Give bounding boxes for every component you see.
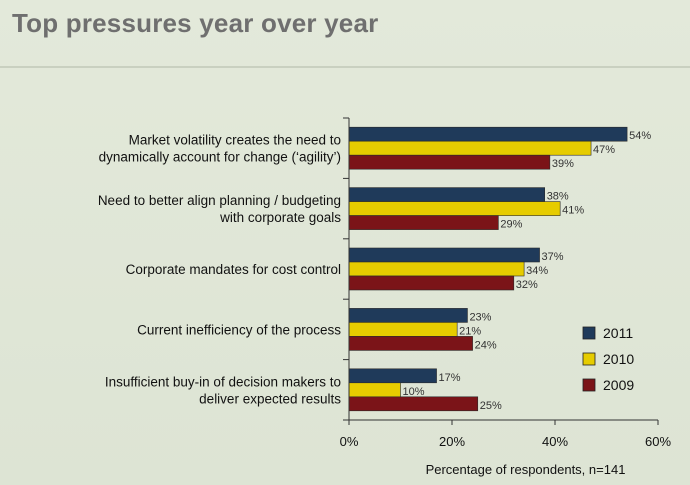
bar-2010 [348, 140, 592, 156]
slide-title: Top pressures year over year [12, 8, 379, 38]
bar-2010 [348, 322, 458, 337]
title-divider [0, 66, 690, 68]
bar-2009 [348, 154, 551, 170]
bar-2010 [348, 382, 401, 398]
data-label: 25% [480, 400, 502, 412]
category-label: Corporate mandates for cost control [126, 262, 341, 277]
bar-2011 [348, 126, 628, 142]
data-label: 24% [475, 339, 497, 351]
category-label: with corporate goals [219, 210, 341, 225]
data-label: 17% [439, 372, 461, 384]
bar-2011 [348, 187, 545, 202]
data-label: 34% [526, 265, 548, 277]
legend-label-2011: 2011 [603, 325, 633, 341]
category-label: Current inefficiency of the process [137, 322, 341, 337]
x-tick-label: 40% [542, 434, 568, 449]
data-label: 10% [403, 386, 425, 398]
bar-2009 [348, 336, 473, 351]
category-label: Market volatility creates the need to [129, 133, 341, 148]
legend-label-2009: 2009 [603, 377, 634, 393]
bar-2011 [348, 308, 468, 323]
data-label: 32% [516, 279, 538, 291]
legend-swatch-2010 [582, 352, 596, 366]
x-axis-title: Percentage of respondents, n=141 [426, 462, 626, 477]
x-tick-label: 20% [439, 434, 465, 449]
category-label: Need to better align planning / budgetin… [98, 193, 341, 208]
data-label: 29% [500, 219, 522, 231]
data-label: 23% [469, 311, 491, 323]
bar-2011 [348, 247, 540, 263]
data-label: 41% [562, 205, 584, 217]
data-label: 37% [542, 251, 564, 263]
data-label: 47% [593, 144, 615, 156]
legend-swatch-2011 [582, 326, 596, 340]
x-tick-label: 0% [340, 434, 359, 449]
category-label: deliver expected results [199, 391, 341, 406]
category-label: dynamically account for change (‘agility… [99, 150, 341, 165]
data-label: 38% [547, 191, 569, 203]
bar-2009 [348, 275, 515, 291]
bar-2010 [348, 201, 561, 216]
data-label: 39% [552, 158, 574, 170]
data-label: 21% [459, 325, 481, 337]
x-tick-label: 60% [645, 434, 671, 449]
legend-label-2010: 2010 [603, 351, 634, 367]
bar-2009 [348, 215, 499, 230]
legend-swatch-2009 [582, 378, 596, 392]
category-label: Insufficient buy-in of decision makers t… [105, 374, 341, 389]
data-label: 54% [629, 130, 651, 142]
bar-2010 [348, 261, 525, 277]
bar-2011 [348, 368, 437, 384]
bar-2009 [348, 396, 479, 412]
